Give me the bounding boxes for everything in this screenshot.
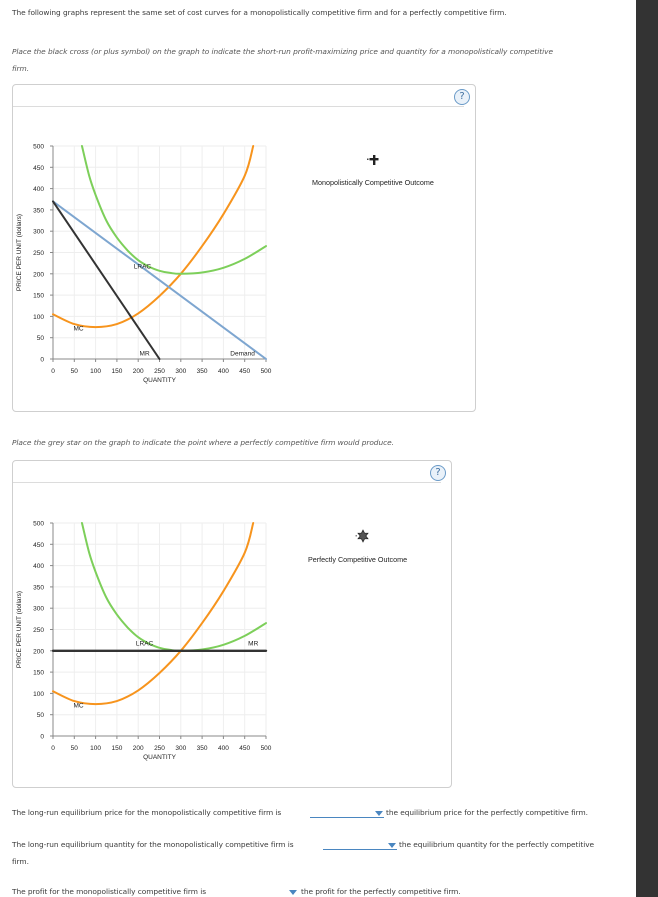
x-tick-label: 500 <box>261 745 272 752</box>
x-tick-label: 450 <box>239 745 250 752</box>
x-tick-label: 300 <box>175 368 186 375</box>
y-axis-label: PRICE PER UNIT (dollars) <box>16 214 23 291</box>
y-tick-label: 500 <box>33 521 44 528</box>
curve-lrac[interactable] <box>80 522 267 652</box>
y-tick-label: 350 <box>33 207 44 214</box>
y-tick-label: 450 <box>33 542 44 549</box>
y-tick-label: 400 <box>33 563 44 570</box>
question-quantity-after-cont: firm. <box>12 857 29 866</box>
question-profit-text: The profit for the monopolistically comp… <box>12 887 207 896</box>
x-axis-label: QUANTITY <box>143 377 177 384</box>
x-tick-label: 250 <box>154 745 165 752</box>
instruction-monopolistic-cont: firm. <box>12 64 29 73</box>
y-axis-label: PRICE PER UNIT (dollars) <box>16 591 23 668</box>
intro-text: The following graphs represent the same … <box>12 8 507 17</box>
y-tick-label: 200 <box>33 648 44 655</box>
x-tick-label: 450 <box>239 368 250 375</box>
y-tick-label: 50 <box>37 712 45 719</box>
quantity-comparison-dropdown[interactable] <box>323 840 397 850</box>
label-mr: MR <box>248 640 258 647</box>
grey-star-icon[interactable] <box>355 528 371 544</box>
graph-panel-monopolistic: ? <box>12 84 476 412</box>
y-tick-label: 300 <box>33 229 44 236</box>
plot-area: 0 50 100 150 200 250 300 350 400 450 500 0 50 100 150 2… <box>16 144 272 385</box>
x-tick-label: 0 <box>51 368 55 375</box>
x-tick-label: 150 <box>111 745 122 752</box>
chevron-down-icon <box>388 843 396 848</box>
instruction-perfect: Place the grey star on the graph to indi… <box>12 438 394 447</box>
x-tick-label: 100 <box>90 745 101 752</box>
y-tick-label: 250 <box>33 627 44 634</box>
curve-mc[interactable] <box>52 522 255 706</box>
x-tick-label: 500 <box>261 368 272 375</box>
x-tick-label: 150 <box>111 368 122 375</box>
label-lrac: LRAC <box>136 640 154 647</box>
chart-perfect[interactable]: 0 50 100 150 200 250 300 350 400 450 500 0 50 100 150 2… <box>0 507 300 777</box>
x-tick-label: 300 <box>175 745 186 752</box>
question-quantity-text: The long-run equilibrium quantity for th… <box>12 840 294 849</box>
y-tick-label: 250 <box>33 250 44 257</box>
x-tick-label: 50 <box>71 368 79 375</box>
chevron-down-icon <box>289 890 297 895</box>
profit-comparison-dropdown[interactable] <box>230 887 298 897</box>
question-quantity-after: the equilibrium quantity for the perfect… <box>399 840 595 849</box>
y-tick-label: 100 <box>33 314 44 321</box>
palette-label-perfect: Perfectly Competitive Outcome <box>308 555 408 564</box>
curve-demand[interactable] <box>52 200 267 360</box>
x-tick-label: 0 <box>51 745 55 752</box>
instruction-monopolistic: Place the black cross (or plus symbol) o… <box>12 47 553 56</box>
plot-area: 0 50 100 150 200 250 300 350 400 450 500 0 50 100 150 2… <box>16 521 272 762</box>
black-cross-icon[interactable] <box>366 152 382 168</box>
graph-panel-perfect: ? <box>12 460 452 788</box>
question-price-text: The long-run equilibrium price for the m… <box>12 808 282 817</box>
x-axis-label: QUANTITY <box>143 754 177 761</box>
x-tick-label: 400 <box>218 368 229 375</box>
label-mc: MC <box>74 702 84 709</box>
panel-header-divider <box>13 106 464 107</box>
chart-monopolistic[interactable]: 0 50 100 150 200 250 300 350 400 450 500 0 50 100 150 2… <box>0 130 300 400</box>
y-tick-label: 150 <box>33 670 44 677</box>
y-tick-label: 350 <box>33 584 44 591</box>
y-tick-label: 150 <box>33 293 44 300</box>
x-tick-label: 250 <box>154 368 165 375</box>
help-icon[interactable]: ? <box>430 465 446 481</box>
label-demand: Demand <box>230 351 255 358</box>
y-tick-label: 100 <box>33 691 44 698</box>
x-tick-label: 350 <box>197 368 208 375</box>
x-tick-label: 100 <box>90 368 101 375</box>
scrollbar[interactable] <box>636 0 658 897</box>
y-tick-label: 200 <box>33 271 44 278</box>
y-tick-label: 0 <box>40 357 44 364</box>
curve-lrac[interactable] <box>80 145 267 275</box>
label-mr: MR <box>140 351 150 358</box>
panel-header-divider <box>13 482 441 483</box>
y-tick-label: 0 <box>40 734 44 741</box>
x-tick-label: 50 <box>71 745 79 752</box>
help-icon[interactable]: ? <box>454 89 470 105</box>
x-tick-label: 200 <box>133 745 144 752</box>
question-price-after: the equilibrium price for the perfectly … <box>386 808 588 817</box>
palette-label-monopolistic: Monopolistically Competitive Outcome <box>312 178 434 187</box>
y-tick-label: 300 <box>33 606 44 613</box>
chevron-down-icon <box>375 811 383 816</box>
y-tick-label: 400 <box>33 186 44 193</box>
curve-mr[interactable] <box>52 200 161 360</box>
label-lrac: LRAC <box>134 263 152 270</box>
x-tick-label: 400 <box>218 745 229 752</box>
y-tick-label: 450 <box>33 165 44 172</box>
x-tick-label: 350 <box>197 745 208 752</box>
y-tick-label: 50 <box>37 335 45 342</box>
curve-mc[interactable] <box>52 145 255 329</box>
x-tick-label: 200 <box>133 368 144 375</box>
label-mc: MC <box>74 325 84 332</box>
price-comparison-dropdown[interactable] <box>310 808 384 818</box>
y-tick-label: 500 <box>33 144 44 151</box>
question-profit-after: the profit for the perfectly competitive… <box>301 887 461 896</box>
